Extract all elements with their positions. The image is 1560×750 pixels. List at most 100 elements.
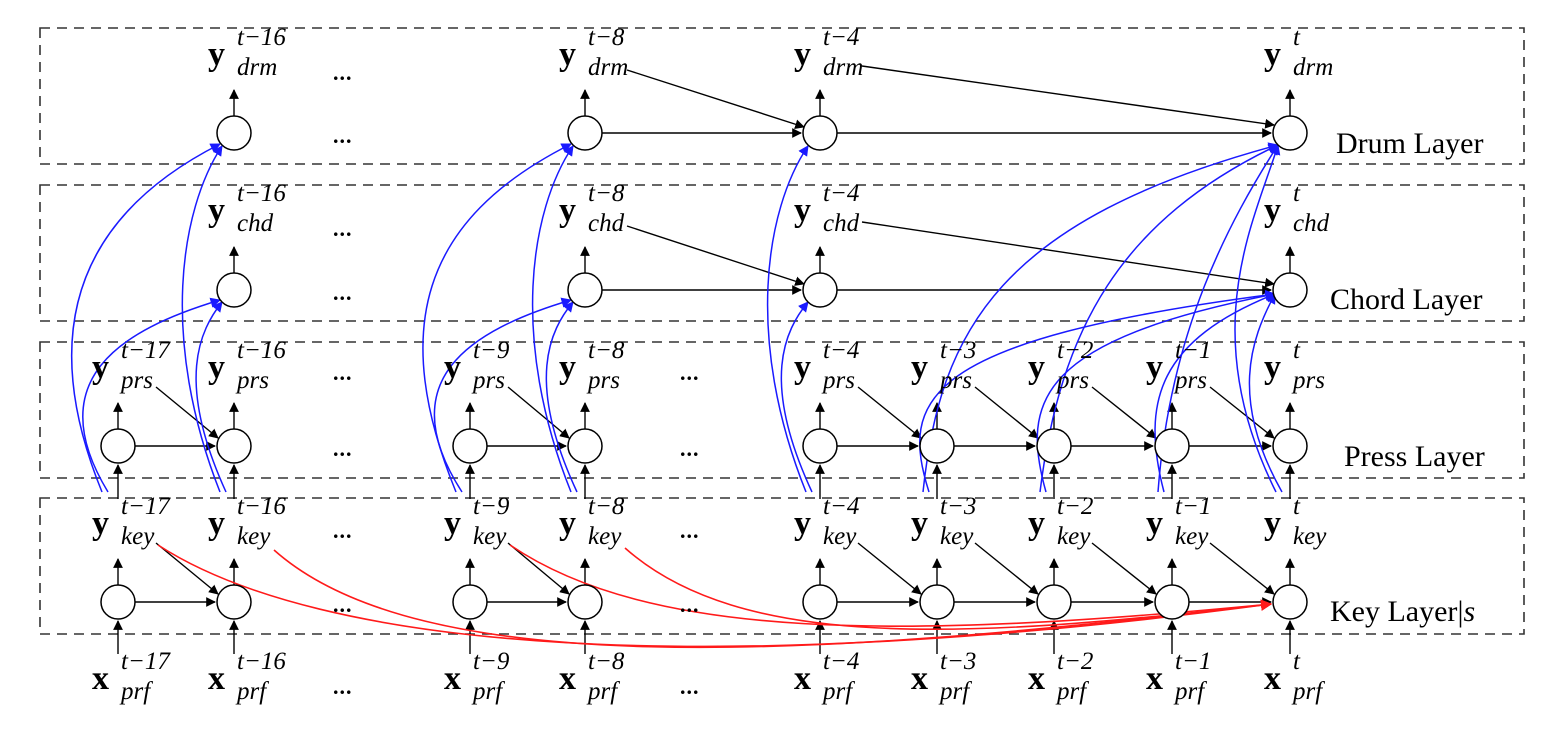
time-superscript: t−17	[121, 493, 170, 520]
symbol: y	[92, 349, 109, 386]
symbol: x	[1146, 660, 1163, 697]
time-superscript: t	[1293, 493, 1300, 520]
time-superscript: t	[1293, 337, 1300, 364]
layer-subscript: key	[940, 523, 974, 550]
diag-key-t9-t8	[507, 542, 570, 595]
chord-layer-box	[39, 184, 1525, 322]
key-layer-box	[39, 497, 1525, 635]
y-key-t16-label: y t−16 key	[208, 494, 286, 549]
x-prf-t2-label: x t−2 prf	[1028, 649, 1093, 704]
diag-chd-t8-t4	[626, 225, 805, 286]
key-layer-bar: |	[1457, 595, 1464, 628]
blue-key-t3-drm-t	[922, 142, 1280, 493]
diag-drm-t8-t4	[626, 69, 805, 129]
symbol: y	[794, 192, 811, 229]
y-key-t4-label: y t−4 key	[794, 494, 859, 549]
symbol: x	[911, 660, 928, 697]
x-prf-t-label: x t prf	[1264, 649, 1322, 704]
layer-subscript: key	[588, 523, 622, 550]
layer-subscript: prf	[823, 678, 853, 705]
time-superscript: t	[1293, 24, 1300, 51]
blue-key-t2-chd-t	[1036, 290, 1277, 493]
time-superscript: t−8	[588, 648, 625, 675]
time-superscript: t−1	[1175, 648, 1212, 675]
drm-node-t4	[802, 115, 838, 151]
diag-key-t17-t16	[155, 542, 219, 595]
symbol: y	[1264, 505, 1281, 542]
time-superscript: t−9	[473, 648, 510, 675]
key-node-t	[1272, 584, 1308, 620]
layer-subscript: prs	[823, 367, 855, 394]
symbol: y	[1146, 505, 1163, 542]
symbol: y	[444, 505, 461, 542]
blue-key-t9-chd-t8	[433, 297, 573, 493]
y-key-t-label: y t key	[1264, 494, 1326, 549]
ellipsis-key-node-0: ...	[333, 592, 353, 617]
layer-subscript: prs	[1293, 367, 1325, 394]
layer-subscript: chd	[237, 210, 274, 237]
ellipsis-prs-node-0: ...	[333, 436, 353, 461]
y-drm-t8-label: y t−8 drm	[559, 25, 628, 80]
time-superscript: t−4	[823, 337, 860, 364]
time-superscript: t−1	[1175, 337, 1212, 364]
time-superscript: t−16	[237, 337, 286, 364]
symbol: y	[1028, 349, 1045, 386]
x-prf-t3-label: x t−3 prf	[911, 649, 976, 704]
drm-node-t8	[567, 115, 603, 151]
time-superscript: t−4	[823, 24, 860, 51]
time-superscript: t−8	[588, 337, 625, 364]
y-prs-t8-label: y t−8 prs	[559, 338, 624, 393]
diag-key-t4-t3	[857, 542, 922, 595]
time-superscript: t−17	[121, 648, 170, 675]
time-superscript: t−1	[1175, 493, 1212, 520]
symbol: y	[1028, 505, 1045, 542]
diag-prs-t1-t	[1209, 386, 1275, 439]
blue-key-t8-drm-t8	[531, 145, 574, 493]
layer-subscript: prf	[940, 678, 970, 705]
prs-node-t	[1272, 428, 1308, 464]
y-prs-t4-label: y t−4 prs	[794, 338, 859, 393]
ellipsis-prs-node-1: ...	[680, 436, 700, 461]
time-superscript: t−16	[237, 180, 286, 207]
key-node-t3	[919, 584, 955, 620]
time-superscript: t−16	[237, 493, 286, 520]
symbol: y	[444, 349, 461, 386]
diag-key-t2-t1	[1091, 542, 1157, 595]
prs-node-t17	[100, 428, 136, 464]
symbol: y	[559, 505, 576, 542]
y-prs-t17-label: y t−17 prs	[92, 338, 170, 393]
layer-subscript: prf	[588, 678, 618, 705]
diag-prs-t2-t1	[1091, 386, 1157, 439]
edges-black	[113, 65, 1295, 654]
layer-subscript: drm	[588, 54, 629, 81]
time-superscript: t−4	[823, 180, 860, 207]
ellipsis-key-node-1: ...	[680, 592, 700, 617]
y-prs-t16-label: y t−16 prs	[208, 338, 286, 393]
time-superscript: t−2	[1057, 493, 1094, 520]
drm-node-t	[1272, 115, 1308, 151]
layer-subscript: prs	[121, 367, 153, 394]
edges-blue	[70, 142, 1283, 493]
chd-node-t4	[802, 272, 838, 308]
y-key-t17-label: y t−17 key	[92, 494, 170, 549]
layer-subscript: key	[1057, 523, 1091, 550]
time-superscript: t−3	[940, 648, 977, 675]
time-superscript: t	[1293, 648, 1300, 675]
red-key-t8-t	[624, 547, 1273, 631]
symbol: x	[794, 660, 811, 697]
time-superscript: t−4	[823, 493, 860, 520]
layer-subscript: prf	[1175, 678, 1205, 705]
press-layer-box	[39, 341, 1525, 479]
x-prf-t1-label: x t−1 prf	[1146, 649, 1211, 704]
chd-node-t8	[567, 272, 603, 308]
ellipsis-chd-node: ...	[333, 280, 353, 305]
y-prs-t3-label: y t−3 prs	[911, 338, 976, 393]
blue-key-t4-drm-t4	[766, 145, 809, 493]
y-prs-t2-label: y t−2 prs	[1028, 338, 1093, 393]
key-node-t16	[216, 584, 252, 620]
symbol: y	[208, 349, 225, 386]
chd-node-t	[1272, 272, 1308, 308]
y-chd-t16-label: y t−16 chd	[208, 181, 286, 236]
ellipsis-key-label-1: ...	[680, 518, 700, 543]
layer-subscript: drm	[1293, 54, 1334, 81]
